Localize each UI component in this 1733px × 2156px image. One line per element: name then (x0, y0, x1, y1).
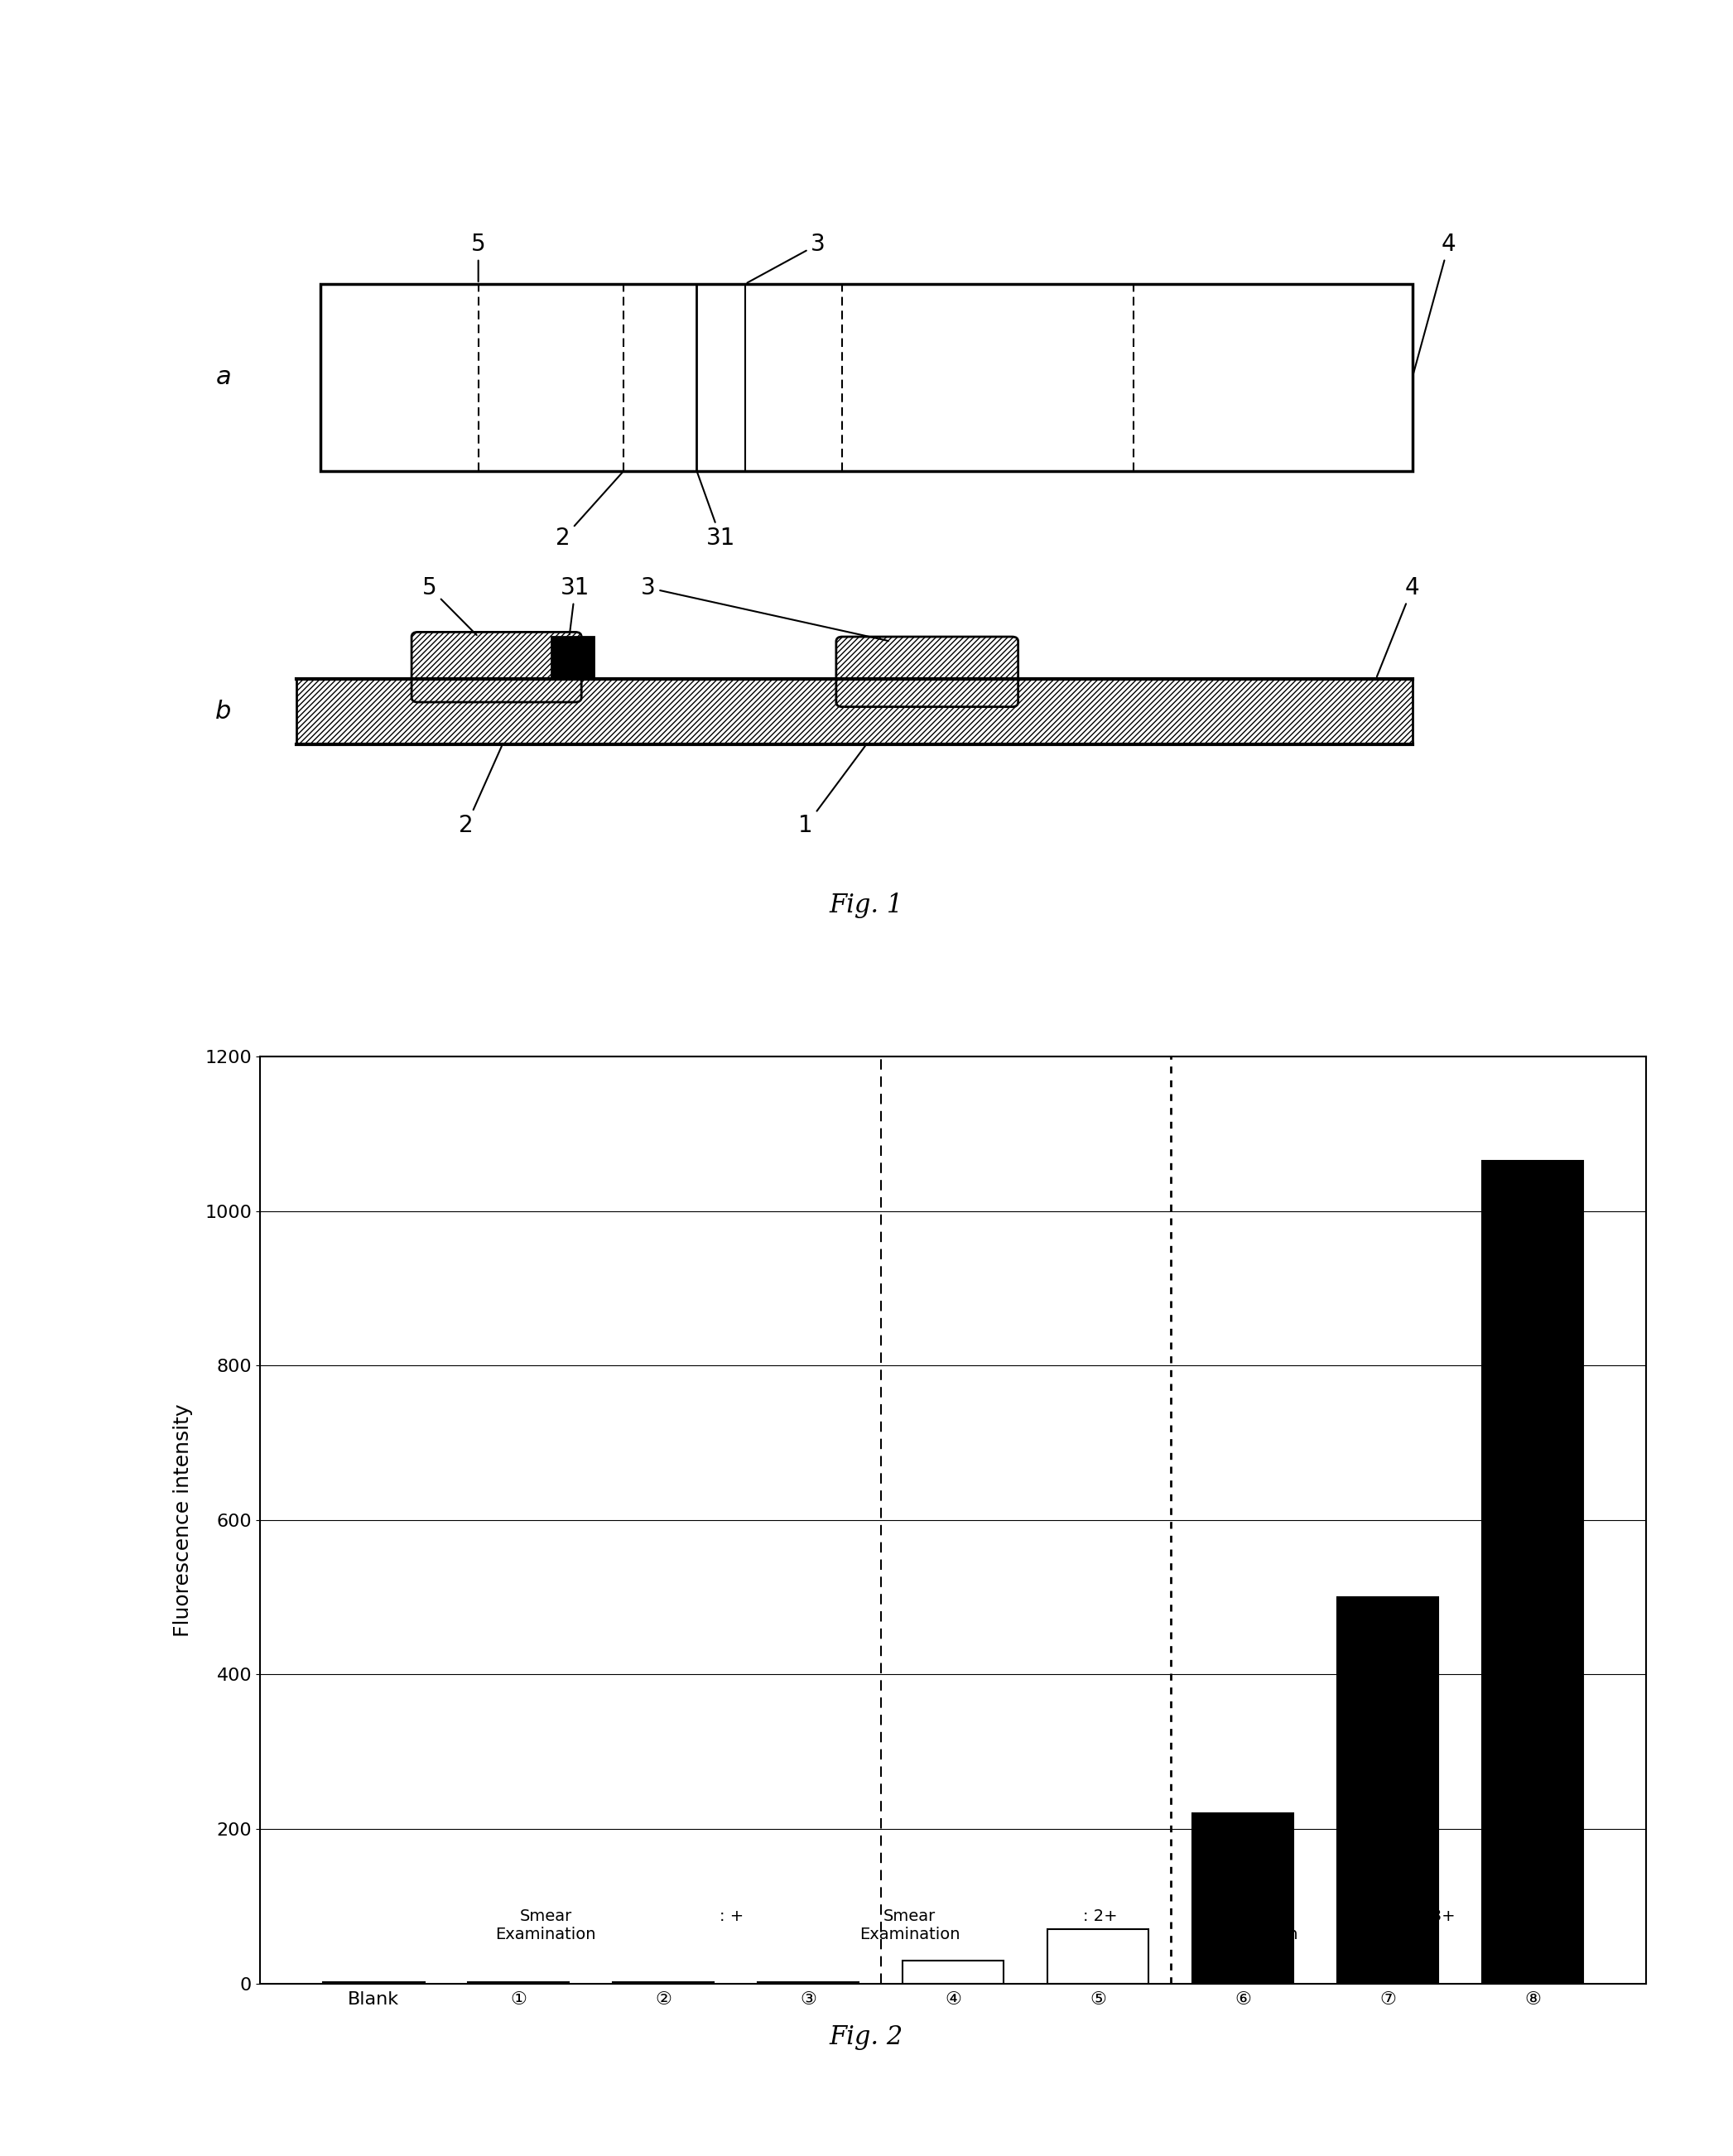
Text: 3: 3 (747, 233, 825, 282)
Bar (1482, 1160, 1584, 1984)
Text: 5: 5 (423, 576, 477, 636)
Text: Fig. 2: Fig. 2 (830, 2024, 903, 2050)
Bar (1047, 1930, 1149, 1984)
Text: a: a (217, 364, 230, 390)
Text: 2: 2 (556, 472, 622, 550)
Bar (1192, 1813, 1293, 1984)
Text: 31: 31 (561, 576, 589, 634)
Text: 5: 5 (471, 233, 485, 282)
FancyBboxPatch shape (835, 636, 1019, 707)
Text: Smear
Examination: Smear Examination (860, 1908, 960, 1943)
Bar (903, 1960, 1003, 1984)
Text: 31: 31 (697, 472, 735, 550)
Y-axis label: Fluorescence intensity: Fluorescence intensity (173, 1404, 194, 1636)
Bar (551, 636, 593, 679)
Text: : 3+: : 3+ (1421, 1908, 1456, 1923)
Text: Smear
Examination: Smear Examination (496, 1908, 596, 1943)
Text: 1: 1 (799, 746, 865, 837)
FancyBboxPatch shape (412, 632, 581, 703)
Bar (1338, 1598, 1438, 1984)
Text: : 2+: : 2+ (1083, 1908, 1118, 1923)
Text: Smear
Examination: Smear Examination (1198, 1908, 1298, 1943)
Bar (321, 285, 1412, 470)
Text: 4: 4 (1376, 576, 1419, 677)
Text: : +: : + (719, 1908, 743, 1923)
Text: Fig. 1: Fig. 1 (830, 893, 903, 918)
Text: 4: 4 (1412, 233, 1456, 375)
Bar (296, 679, 1412, 744)
Text: b: b (215, 699, 232, 724)
Text: 2: 2 (459, 746, 501, 837)
Text: 3: 3 (641, 576, 889, 640)
